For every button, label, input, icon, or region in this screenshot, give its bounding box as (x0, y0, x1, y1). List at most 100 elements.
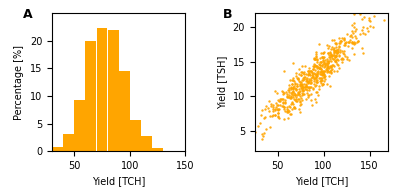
Point (298, 84, 304, 87)
Point (294, 76, 300, 79)
Point (284, 96, 291, 99)
Point (263, 105, 270, 108)
Point (261, 117, 267, 120)
Point (338, 58, 344, 61)
Point (332, 56, 338, 59)
Point (275, 99, 282, 102)
Point (282, 110, 288, 113)
Point (327, 53, 334, 57)
Point (290, 94, 296, 97)
Point (327, 69, 334, 72)
Point (284, 94, 290, 97)
Point (275, 108, 281, 111)
Point (274, 112, 281, 115)
Point (355, 39, 361, 42)
Point (336, 54, 343, 57)
Point (338, 40, 344, 43)
Point (370, 25, 376, 28)
Point (285, 117, 292, 120)
Point (292, 88, 299, 91)
Point (270, 109, 276, 112)
Point (357, 33, 363, 36)
Point (311, 57, 317, 60)
Point (287, 91, 294, 94)
Point (324, 59, 331, 62)
Point (324, 59, 330, 62)
Point (353, 37, 360, 40)
Point (349, 29, 355, 32)
Point (317, 64, 323, 67)
Point (345, 45, 351, 48)
Point (332, 42, 339, 45)
Point (276, 99, 282, 102)
Point (298, 74, 305, 77)
Point (328, 65, 334, 68)
Point (302, 87, 308, 90)
Point (341, 36, 347, 39)
Point (290, 80, 297, 83)
Point (305, 81, 311, 84)
Point (305, 73, 312, 76)
Point (271, 89, 278, 92)
Point (319, 84, 326, 87)
Point (262, 108, 268, 111)
Point (334, 57, 340, 60)
Point (316, 77, 322, 80)
Point (289, 107, 296, 110)
Point (328, 59, 335, 62)
Point (352, 41, 358, 44)
Point (308, 70, 315, 73)
Point (368, 3, 374, 6)
Point (301, 72, 307, 75)
Point (315, 70, 322, 73)
Point (329, 46, 335, 49)
Point (286, 110, 292, 113)
Point (288, 103, 294, 106)
Point (284, 92, 290, 95)
Point (305, 80, 311, 83)
Point (314, 73, 320, 76)
Point (360, 26, 366, 29)
X-axis label: Yield [TCH]: Yield [TCH] (295, 177, 348, 187)
Point (328, 54, 334, 57)
Point (333, 46, 340, 49)
Point (311, 82, 317, 85)
Point (287, 106, 293, 109)
Point (285, 88, 291, 91)
Point (286, 93, 292, 96)
Point (327, 55, 333, 58)
Point (277, 104, 284, 107)
Point (303, 85, 309, 88)
Point (303, 82, 310, 85)
Point (328, 39, 335, 42)
Point (292, 107, 298, 110)
Point (327, 50, 333, 53)
Point (282, 98, 288, 101)
Point (348, 46, 355, 50)
Point (321, 70, 327, 73)
Point (318, 65, 325, 68)
Point (290, 107, 297, 110)
Point (320, 72, 326, 75)
Point (298, 83, 304, 86)
Point (326, 75, 332, 78)
Point (328, 48, 334, 51)
Point (351, 12, 358, 15)
Point (316, 87, 322, 90)
Point (312, 73, 319, 76)
Point (320, 70, 326, 74)
Point (309, 86, 316, 89)
Point (302, 84, 309, 87)
Point (290, 90, 296, 93)
Point (332, 55, 338, 58)
Point (351, 42, 358, 45)
Point (263, 128, 270, 131)
Point (276, 107, 282, 110)
Point (348, 35, 355, 38)
Point (325, 45, 332, 48)
Point (312, 97, 318, 100)
Point (313, 74, 320, 77)
Point (334, 52, 340, 55)
Point (325, 67, 332, 70)
Point (313, 79, 320, 82)
